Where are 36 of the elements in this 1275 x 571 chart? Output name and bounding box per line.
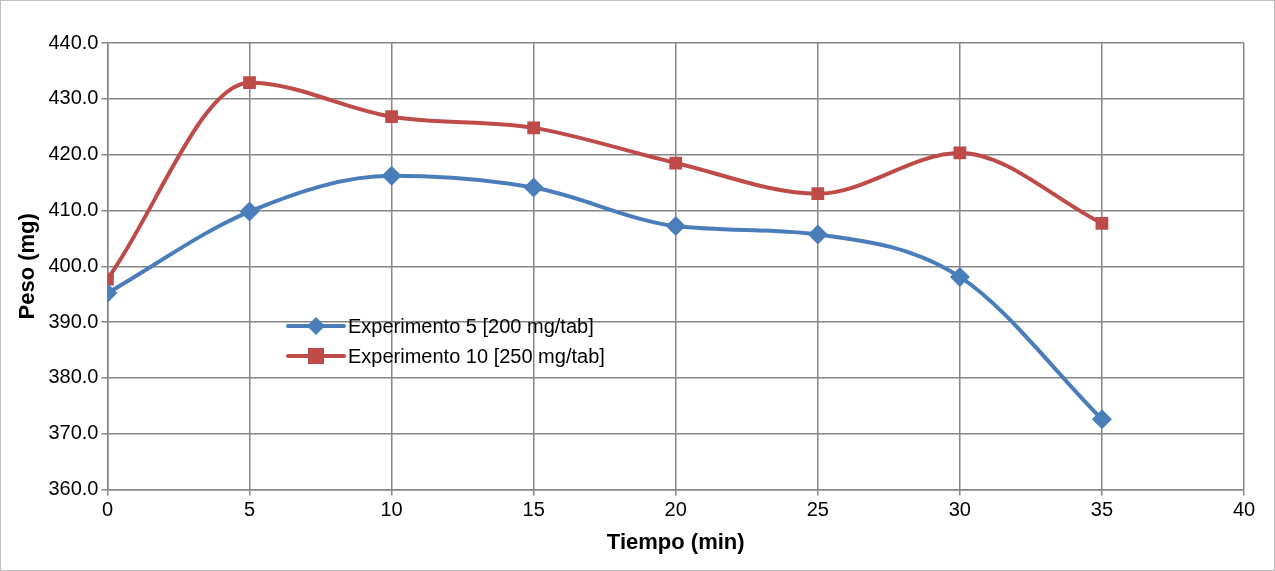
y-axis-title: Peso (mg) bbox=[14, 213, 40, 320]
y-tick-label: 410.0 bbox=[48, 197, 99, 220]
x-tick-label: 20 bbox=[664, 498, 687, 521]
x-tick-label: 35 bbox=[1090, 498, 1114, 521]
point bbox=[523, 177, 544, 198]
y-tick-label: 380.0 bbox=[48, 365, 99, 388]
x-tick-label: 30 bbox=[948, 498, 971, 521]
point bbox=[1095, 216, 1109, 230]
point bbox=[807, 224, 828, 245]
x-axis-title: Tiempo (min) bbox=[606, 528, 745, 554]
x-tick-label: 40 bbox=[1232, 498, 1256, 521]
x-tick-label: 0 bbox=[101, 498, 114, 521]
y-tick-label: 390.0 bbox=[48, 309, 99, 332]
point bbox=[665, 216, 686, 237]
y-tick-label: 430.0 bbox=[48, 86, 99, 109]
legend-label: Experimento 5 [200 mg/tab] bbox=[348, 314, 594, 338]
point bbox=[385, 110, 398, 124]
x-tick-label: 15 bbox=[522, 498, 545, 521]
point bbox=[1091, 409, 1112, 430]
y-tick-label: 360.0 bbox=[48, 477, 99, 500]
legend-label: Experimento 10 [250 mg/tab] bbox=[348, 344, 605, 368]
point bbox=[527, 121, 541, 135]
point bbox=[953, 146, 967, 160]
y-tick-label: 440.0 bbox=[48, 30, 99, 53]
point bbox=[243, 76, 256, 89]
x-tick-label: 25 bbox=[806, 498, 829, 521]
point bbox=[949, 266, 970, 287]
point bbox=[381, 165, 402, 186]
y-tick-label: 370.0 bbox=[48, 421, 99, 444]
point bbox=[669, 156, 683, 170]
x-tick-label: 10 bbox=[380, 498, 403, 521]
y-tick-label: 400.0 bbox=[48, 253, 99, 276]
point bbox=[239, 201, 260, 222]
point bbox=[811, 187, 825, 201]
y-tick-label: 420.0 bbox=[48, 142, 99, 165]
x-tick-label: 5 bbox=[243, 498, 256, 521]
